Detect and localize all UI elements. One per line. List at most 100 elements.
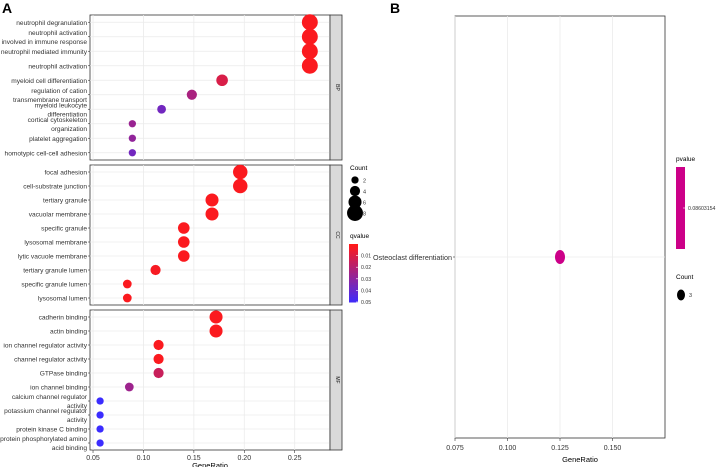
data-point xyxy=(301,43,318,60)
count-legend-swatch xyxy=(351,176,359,184)
x-tick-label: 0.20 xyxy=(237,455,251,462)
x-tick-label: 0.05 xyxy=(86,455,100,462)
data-point xyxy=(153,353,164,365)
count-legend-swatch xyxy=(349,185,361,197)
data-point xyxy=(153,367,164,379)
data-point xyxy=(177,250,190,262)
data-point xyxy=(157,104,166,114)
panel-label-a: A xyxy=(2,0,12,16)
data-point xyxy=(233,178,248,194)
count-legend-label: 8 xyxy=(363,212,366,218)
x-tick-label: 0.25 xyxy=(288,455,302,462)
term-label: cell-substrate junction xyxy=(23,184,87,191)
term-label: protein phosphorylated amino xyxy=(0,436,87,443)
panel-label-b: B xyxy=(390,0,400,16)
count-legend-title: Count xyxy=(350,165,368,172)
qvalue-colorbar-segment xyxy=(349,244,358,247)
data-point xyxy=(128,120,136,128)
data-point xyxy=(301,57,318,74)
term-label: myeloid leukocyte xyxy=(35,102,88,109)
qvalue-colorbar-segment xyxy=(349,260,358,264)
pvalue-colorbar xyxy=(676,167,685,249)
data-point xyxy=(209,324,223,338)
term-label: Osteoclast differentiation xyxy=(373,253,452,262)
qvalue-legend-title: qvalue xyxy=(350,233,370,240)
data-point xyxy=(216,74,228,87)
term-label: focal adhesion xyxy=(44,170,87,177)
term-label: calcium channel regulator xyxy=(12,394,88,401)
term-label: ion channel regulator activity xyxy=(3,343,87,350)
term-label: myeloid cell differentiation xyxy=(11,78,87,85)
term-label: activity xyxy=(67,403,88,410)
term-label: transmembrane transport xyxy=(13,97,87,104)
qvalue-colorbar-segment xyxy=(349,299,358,303)
term-label: lysosomal membrane xyxy=(24,240,87,247)
qvalue-colorbar-segment xyxy=(349,258,358,262)
term-label: neutrophil mediated immunity xyxy=(1,49,88,56)
term-label: vacuolar membrane xyxy=(29,212,88,219)
count-legend-title: Count xyxy=(676,274,694,281)
term-label: tertiary granule lumen xyxy=(23,268,87,275)
pvalue-legend-label: 0.08603154 xyxy=(688,206,716,212)
term-label: homotypic cell-cell adhesion xyxy=(5,150,88,157)
qvalue-legend-label: 0.03 xyxy=(361,277,371,283)
x-tick-label: 0.10 xyxy=(137,455,151,462)
term-label: differentiation xyxy=(48,111,88,118)
term-label: regulation of cation xyxy=(31,88,87,95)
data-point xyxy=(177,222,190,234)
data-point xyxy=(96,425,104,433)
qvalue-colorbar-segment xyxy=(349,294,358,298)
count-legend-swatch xyxy=(347,205,363,221)
data-point xyxy=(122,279,132,289)
term-label: actin binding xyxy=(50,329,87,336)
data-point xyxy=(96,411,104,419)
qvalue-colorbar-segment xyxy=(349,273,358,276)
qvalue-colorbar-segment xyxy=(349,253,358,257)
qvalue-legend-label: 0.04 xyxy=(361,288,371,294)
term-label: GTPase binding xyxy=(40,371,88,378)
count-legend-label: 4 xyxy=(363,190,366,196)
facet-strip-label: CC xyxy=(334,231,340,239)
data-point xyxy=(555,250,565,264)
facet-mf: cadherin binding actin binding ion channel… xyxy=(0,309,343,452)
count-legend-label: 6 xyxy=(363,201,366,207)
x-tick-label: 0.150 xyxy=(604,445,622,452)
data-point xyxy=(96,439,104,447)
qvalue-colorbar-segment xyxy=(349,251,358,255)
qvalue-colorbar-segment xyxy=(349,280,358,284)
data-point xyxy=(186,89,197,100)
term-label: cadherin binding xyxy=(39,315,88,322)
facet-bp: neutrophil degranulation neutrophil activ… xyxy=(1,14,343,161)
data-point xyxy=(128,134,136,142)
qvalue-colorbar-segment xyxy=(349,292,358,296)
facet-strip xyxy=(329,164,343,306)
data-point xyxy=(122,293,132,303)
qvalue-legend-label: 0.05 xyxy=(361,300,371,306)
term-label: tertiary granule xyxy=(43,198,87,205)
legend-b: pvalue 0.08603154 Count 3 xyxy=(676,156,716,301)
qvalue-colorbar-segment xyxy=(349,263,358,267)
term-label: neutrophil activation xyxy=(28,63,87,70)
term-label: acid binding xyxy=(52,445,88,452)
term-label: activity xyxy=(67,417,88,424)
term-label: potassium channel regulator xyxy=(4,408,88,415)
qvalue-colorbar-segment xyxy=(349,248,358,252)
qvalue-colorbar-segment xyxy=(349,289,358,293)
data-point xyxy=(150,264,161,276)
qvalue-colorbar-segment xyxy=(349,265,358,269)
x-tick-label: 0.125 xyxy=(551,445,569,452)
data-point xyxy=(301,14,318,31)
term-label: platelet aggregation xyxy=(29,136,87,143)
qvalue-colorbar-segment xyxy=(349,268,358,272)
count-legend-swatch xyxy=(348,195,362,209)
data-point xyxy=(124,382,134,392)
term-label: neutrophil degranulation xyxy=(16,20,87,27)
data-point xyxy=(96,397,104,405)
qvalue-legend-label: 0.01 xyxy=(361,254,371,260)
term-label: lysosomal lumen xyxy=(38,296,87,303)
pvalue-legend-title: pvalue xyxy=(676,156,696,163)
term-label: lytic vacuole membrane xyxy=(18,254,88,261)
data-point xyxy=(233,164,248,180)
qvalue-colorbar-segment xyxy=(349,287,358,291)
